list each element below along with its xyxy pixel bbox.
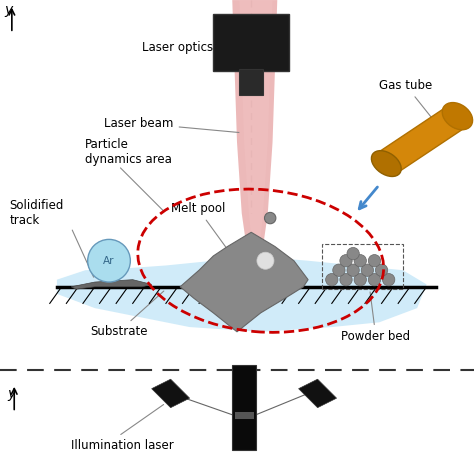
- Text: Illumination laser: Illumination laser: [71, 439, 174, 452]
- Circle shape: [347, 264, 359, 276]
- FancyBboxPatch shape: [239, 69, 263, 95]
- Ellipse shape: [372, 151, 401, 176]
- Circle shape: [368, 255, 381, 267]
- Circle shape: [340, 273, 352, 286]
- Text: Particle
dynamics area: Particle dynamics area: [85, 138, 172, 166]
- Circle shape: [361, 264, 374, 276]
- Circle shape: [354, 273, 366, 286]
- FancyBboxPatch shape: [232, 365, 256, 450]
- Polygon shape: [180, 232, 308, 332]
- Circle shape: [326, 273, 338, 286]
- Text: Gas tube: Gas tube: [379, 79, 434, 121]
- Circle shape: [88, 239, 130, 282]
- Text: Powder bed: Powder bed: [341, 292, 410, 343]
- Circle shape: [333, 264, 345, 276]
- FancyBboxPatch shape: [213, 14, 289, 71]
- Polygon shape: [71, 280, 152, 289]
- Text: Melt pool: Melt pool: [171, 202, 231, 254]
- Text: Solidified
track: Solidified track: [9, 200, 64, 228]
- Polygon shape: [299, 379, 337, 408]
- Circle shape: [375, 264, 388, 276]
- Circle shape: [347, 247, 359, 260]
- Text: Ar: Ar: [103, 255, 115, 266]
- Polygon shape: [379, 104, 465, 175]
- Text: Substrate: Substrate: [90, 291, 164, 338]
- Polygon shape: [57, 256, 427, 332]
- Polygon shape: [152, 379, 190, 408]
- Text: Laser beam: Laser beam: [104, 117, 239, 133]
- Ellipse shape: [442, 102, 473, 130]
- Circle shape: [257, 252, 274, 269]
- Polygon shape: [239, 0, 273, 246]
- Circle shape: [264, 212, 276, 224]
- Text: y: y: [7, 387, 15, 401]
- Circle shape: [368, 273, 381, 286]
- Circle shape: [354, 255, 366, 267]
- Circle shape: [383, 273, 395, 286]
- Text: Laser optics: Laser optics: [142, 41, 248, 56]
- Polygon shape: [232, 0, 277, 246]
- Text: y: y: [5, 3, 13, 17]
- FancyBboxPatch shape: [235, 412, 254, 419]
- Circle shape: [340, 255, 352, 267]
